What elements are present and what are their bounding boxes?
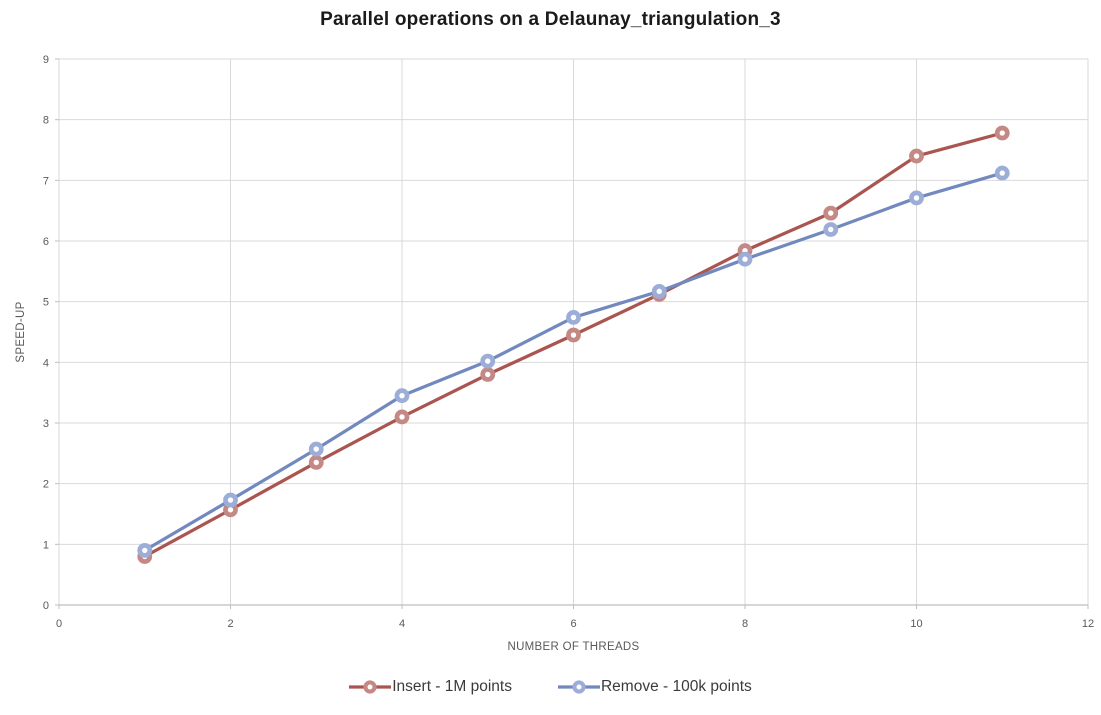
series-marker-hole-1: [142, 547, 148, 554]
x-tick-label: 4: [399, 618, 405, 630]
legend-marker-insert-icon: [349, 680, 392, 694]
legend-donut-hole: [576, 684, 582, 690]
series-marker-hole-1: [227, 497, 234, 503]
y-tick-label: 8: [43, 115, 49, 127]
y-tick-label: 2: [43, 479, 49, 491]
series-marker-hole-1: [313, 446, 319, 452]
x-tick-label: 10: [910, 618, 922, 630]
x-tick-label: 6: [570, 618, 576, 630]
series-marker-hole-0: [913, 153, 920, 159]
y-tick-label: 1: [43, 539, 49, 551]
legend-item-remove: Remove - 100k points: [557, 678, 752, 696]
legend-marker-remove-icon: [557, 680, 600, 694]
series-marker-hole-1: [399, 393, 405, 399]
series-marker-hole-0: [999, 130, 1005, 136]
series-marker-hole-1: [656, 288, 662, 295]
series-marker-hole-0: [313, 459, 319, 466]
x-tick-label: 8: [742, 618, 748, 630]
y-tick-label: 0: [43, 600, 49, 612]
x-tick-label: 2: [227, 618, 233, 630]
y-tick-label: 3: [43, 418, 49, 430]
series-marker-hole-1: [999, 170, 1005, 176]
y-tick-label: 5: [43, 297, 49, 309]
y-tick-label: 4: [43, 357, 49, 369]
series-marker-hole-1: [742, 256, 748, 262]
legend-label-remove: Remove - 100k points: [600, 678, 752, 695]
y-tick-label: 7: [43, 175, 49, 187]
series-marker-hole-1: [913, 195, 920, 201]
legend-donut-hole: [367, 684, 373, 690]
x-axis-title: NUMBER OF THREADS: [507, 641, 640, 653]
y-tick-label: 9: [43, 54, 49, 66]
chart-title: Parallel operations on a Delaunay_triang…: [320, 9, 781, 30]
series-marker-hole-1: [828, 226, 834, 233]
legend-label-insert: Insert - 1M points: [392, 678, 512, 695]
series-marker-hole-1: [570, 314, 577, 321]
series-marker-hole-0: [227, 507, 234, 513]
x-tick-label: 12: [1082, 618, 1094, 630]
y-tick-label: 6: [43, 236, 49, 248]
legend-item-insert: Insert - 1M points: [349, 678, 512, 696]
series-marker-hole-0: [399, 414, 405, 420]
y-axis-title: SPEED-UP: [15, 301, 27, 363]
series-marker-hole-0: [828, 210, 834, 216]
legend: Insert - 1M points Remove - 100k points: [0, 678, 1101, 696]
series-marker-hole-1: [485, 358, 491, 364]
x-tick-label: 0: [56, 618, 62, 630]
series-marker-hole-0: [485, 371, 491, 378]
series-marker-hole-0: [570, 332, 577, 338]
